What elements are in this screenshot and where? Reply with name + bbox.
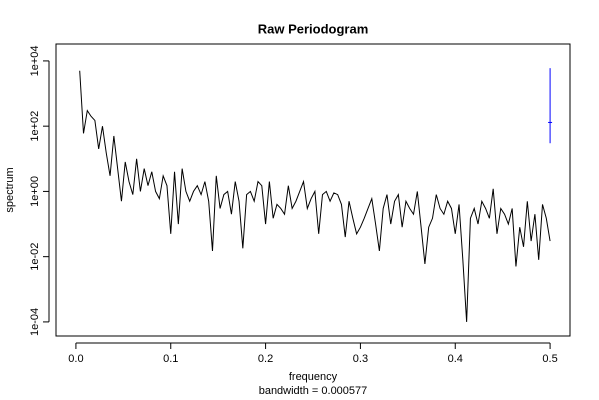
x-tick-label: 0.2 [258, 353, 273, 365]
x-tick-label: 0.4 [448, 353, 463, 365]
x-tick-label: 0.5 [542, 353, 557, 365]
y-tick-label: 1e+02 [29, 111, 41, 142]
x-tick-label: 0.0 [68, 353, 83, 365]
spectrum-line [79, 70, 551, 322]
y-tick-label: 1e-04 [29, 308, 41, 336]
x-axis-label: frequency [289, 371, 338, 383]
subtitle: bandwidth = 0.000577 [259, 385, 368, 397]
chart-title: Raw Periodogram [258, 21, 369, 36]
x-tick-label: 0.3 [353, 353, 368, 365]
y-tick-label: 1e+04 [29, 45, 41, 76]
y-tick-label: 1e+00 [29, 176, 41, 207]
y-tick-label: 1e-02 [29, 243, 41, 271]
x-tick-label: 0.1 [163, 353, 178, 365]
y-axis-label: spectrum [4, 167, 16, 212]
plot-box [55, 43, 571, 337]
